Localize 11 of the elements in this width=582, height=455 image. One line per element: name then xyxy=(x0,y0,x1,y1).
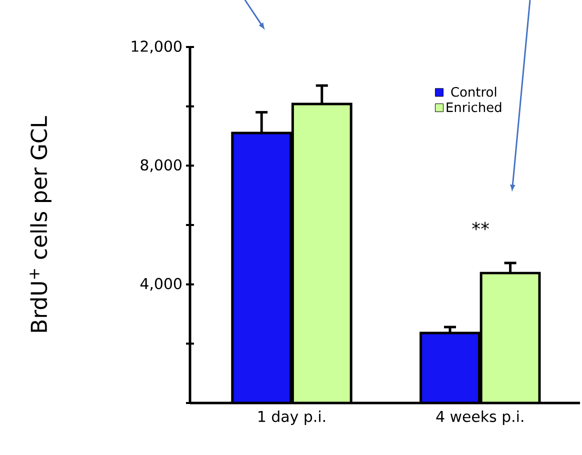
y-axis-title: BrdU$^{+}$ cells per GCL xyxy=(30,116,52,332)
legend-label: Control xyxy=(451,86,496,97)
x-tick-label: 4 weeks p.i. xyxy=(436,410,524,425)
legend-label: Enriched xyxy=(446,102,502,112)
bar xyxy=(232,133,291,403)
bar xyxy=(292,104,352,403)
y-tick-label: 4,000 xyxy=(140,278,182,291)
annotation: ** xyxy=(472,222,489,230)
y-tick-label: 12,000 xyxy=(132,40,182,54)
x-tick-label: 1 day p.i. xyxy=(258,410,325,425)
y-tick-label: 8,000 xyxy=(140,159,182,172)
